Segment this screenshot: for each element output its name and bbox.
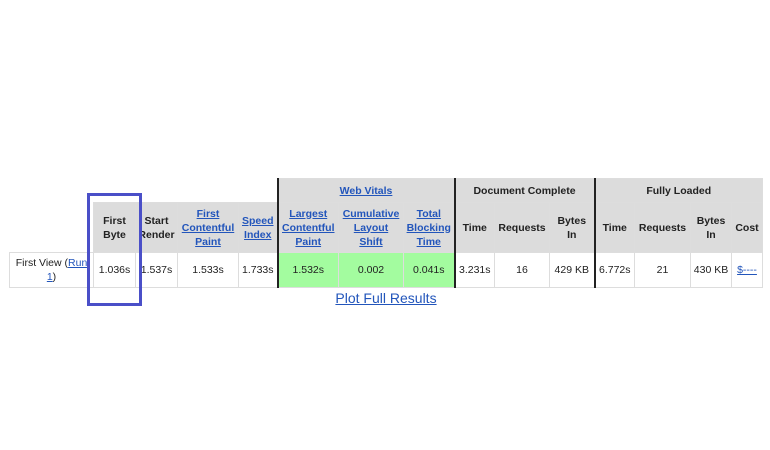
header-dc-requests: Requests bbox=[494, 202, 550, 253]
header-fcp: First Contentful Paint bbox=[177, 202, 239, 253]
header-cost: Cost bbox=[731, 202, 763, 253]
cell-lcp: 1.532s bbox=[276, 252, 339, 288]
cell-fl-requests: 21 bbox=[634, 252, 691, 288]
cls-link[interactable]: Cumulative Layout Shift bbox=[342, 207, 400, 248]
header-first-byte: First Byte bbox=[93, 202, 136, 253]
cell-cost: $---- bbox=[731, 252, 763, 288]
group-web-vitals[interactable]: Web Vitals bbox=[276, 178, 455, 203]
tbt-link[interactable]: Total Blocking Time bbox=[406, 207, 451, 248]
header-dc-time: Time bbox=[453, 202, 495, 253]
lcp-link[interactable]: Largest Contentful Paint bbox=[282, 207, 335, 248]
cell-dc-requests: 16 bbox=[494, 252, 550, 288]
header-tbt: Total Blocking Time bbox=[403, 202, 455, 253]
row-label: First View (Run 1) bbox=[9, 252, 94, 288]
cell-dc-time: 3.231s bbox=[453, 252, 495, 288]
cell-speed-index: 1.733s bbox=[238, 252, 278, 288]
row-label-end: ) bbox=[52, 271, 57, 283]
header-speed-index: Speed Index bbox=[238, 202, 278, 253]
cell-fcp: 1.533s bbox=[177, 252, 239, 288]
row-label-text: First View ( bbox=[15, 257, 69, 269]
header-cls: Cumulative Layout Shift bbox=[338, 202, 404, 253]
cell-fl-bytes: 430 KB bbox=[690, 252, 732, 288]
plot-full-results-link[interactable]: Plot Full Results bbox=[335, 290, 437, 306]
header-start-render: Start Render bbox=[135, 202, 178, 253]
header-dc-bytes: Bytes In bbox=[549, 202, 595, 253]
web-vitals-link[interactable]: Web Vitals bbox=[339, 184, 393, 197]
cost-link[interactable]: $---- bbox=[737, 264, 757, 276]
highlight-box bbox=[87, 193, 142, 306]
speed-index-link[interactable]: Speed Index bbox=[241, 214, 274, 241]
header-fl-bytes: Bytes In bbox=[690, 202, 732, 253]
header-fl-requests: Requests bbox=[634, 202, 691, 253]
header-lcp: Largest Contentful Paint bbox=[276, 202, 339, 253]
results-table: Web Vitals Document Complete Fully Loade… bbox=[9, 178, 763, 288]
cell-cls: 0.002 bbox=[338, 252, 404, 288]
group-fully-loaded: Fully Loaded bbox=[593, 178, 763, 203]
cell-tbt: 0.041s bbox=[403, 252, 455, 288]
header-fl-time: Time bbox=[593, 202, 635, 253]
group-document-complete: Document Complete bbox=[453, 178, 595, 203]
cell-fl-time: 6.772s bbox=[593, 252, 635, 288]
table-row: First View (Run 1) 1.036s 1.537s 1.533s … bbox=[9, 252, 763, 288]
run-link[interactable]: Run 1 bbox=[46, 257, 88, 283]
fcp-link[interactable]: First Contentful Paint bbox=[181, 207, 235, 248]
cell-dc-bytes: 429 KB bbox=[549, 252, 595, 288]
